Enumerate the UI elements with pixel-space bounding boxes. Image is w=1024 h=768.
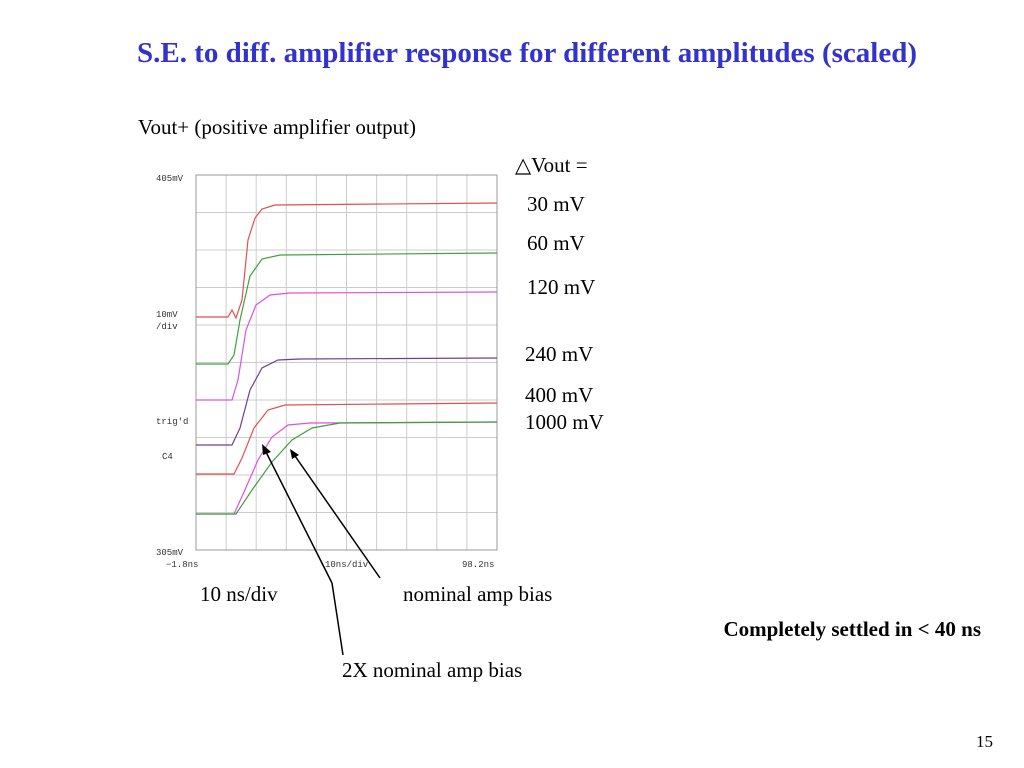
scope-label: −1.8ns: [166, 560, 198, 570]
legend-item: 400 mV: [525, 383, 593, 407]
scope-label: 305mV: [156, 548, 184, 558]
scope-frame: [195, 174, 498, 551]
arrow: [331, 582, 344, 656]
scope-label: trig'd: [156, 417, 188, 427]
scope-label: 405mV: [156, 174, 184, 184]
page-number: 15: [976, 732, 993, 751]
trace: [196, 252, 498, 365]
trace: [196, 291, 498, 401]
arrow: [294, 455, 381, 579]
annotation: nominal amp bias: [403, 582, 552, 606]
arrowhead: [262, 444, 271, 455]
trace: [196, 402, 498, 475]
scope-grid: [196, 175, 497, 550]
scope-label: 98.2ns: [462, 560, 494, 570]
scope-label: C4: [162, 452, 173, 462]
legend-item: 240 mV: [525, 342, 593, 366]
trace: [196, 357, 498, 446]
legend-item: 120 mV: [527, 275, 595, 299]
title: S.E. to diff. amplifier response for dif…: [137, 37, 917, 69]
trace: [196, 202, 498, 320]
annotation: Completely settled in < 40 ns: [723, 617, 981, 641]
legend-item: 30 mV: [527, 192, 585, 216]
legend-item: 1000 mV: [525, 410, 604, 434]
subtitle: Vout+ (positive amplifier output): [138, 115, 416, 139]
scope-label: 10mV: [156, 310, 178, 320]
annotation: 10 ns/div: [200, 582, 278, 606]
scope-label: 10ns/div: [325, 560, 369, 570]
arrowhead: [290, 449, 299, 459]
arrow: [265, 451, 333, 584]
annotation: 2X nominal amp bias: [342, 658, 522, 682]
legend-heading: △Vout =: [515, 153, 588, 177]
scope-label: /div: [156, 322, 178, 332]
trace: [196, 421, 498, 515]
legend-item: 60 mV: [527, 231, 585, 255]
